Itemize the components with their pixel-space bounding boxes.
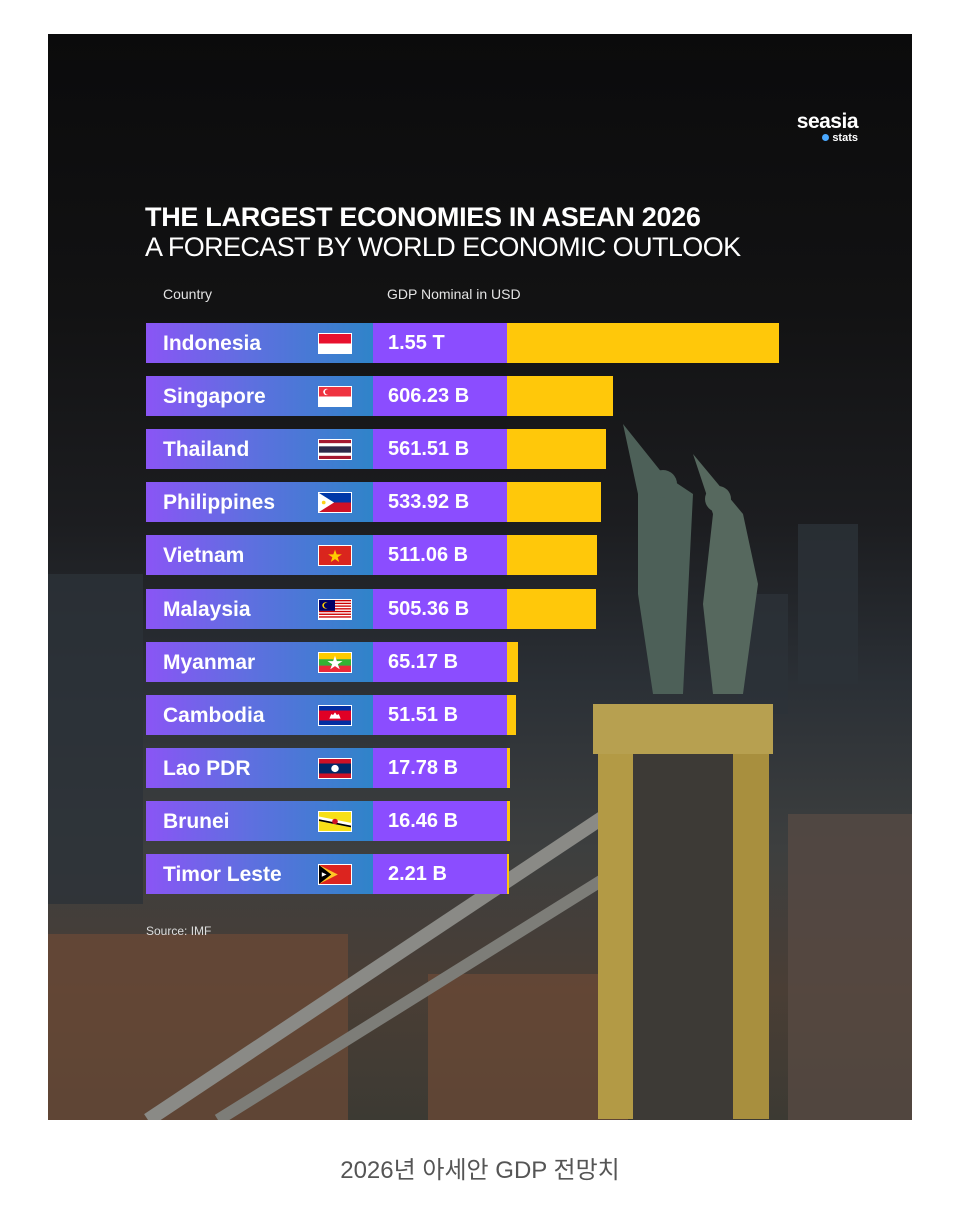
country-label: Vietnam: [163, 544, 245, 568]
value-label: 16.46 B: [388, 809, 459, 832]
image-caption: 2026년 아세안 GDP 전망치: [340, 1157, 620, 1184]
country-cell: Singapore: [146, 376, 373, 417]
logo-sub: stats: [797, 132, 858, 144]
highway-illustration: [144, 808, 628, 1120]
country-label: Myanmar: [163, 650, 256, 674]
gdp-bar: [507, 641, 519, 682]
malaysia-flag-icon: [318, 598, 352, 620]
value-label: 2.21 B: [388, 863, 447, 885]
gdp-bar: [507, 429, 606, 470]
gdp-bar: [507, 747, 511, 788]
country-cell: Brunei: [146, 800, 373, 841]
country-label: Lao PDR: [163, 756, 251, 780]
cambodia-flag-icon: [318, 704, 352, 726]
source-note: Source: IMF: [146, 924, 212, 938]
country-label: Brunei: [163, 809, 230, 833]
indonesia-flag-icon: [318, 333, 352, 354]
brunei-flag-icon: [318, 810, 352, 832]
value-label: 511.06 B: [388, 544, 469, 567]
gdp-bar: [507, 323, 780, 363]
country-cell: Timor Leste: [146, 854, 373, 894]
value-label: 51.51 B: [388, 703, 459, 726]
background-building: [48, 574, 143, 904]
value-cell: 16.46 B: [373, 800, 507, 841]
timor-leste-flag-icon: [318, 864, 352, 885]
philippines-flag-icon: [318, 492, 352, 514]
value-cell: 533.92 B: [373, 482, 507, 523]
infographic: seasia stats THE LARGEST ECONOMIES IN AS…: [48, 34, 912, 1120]
country-cell: Malaysia: [146, 588, 373, 629]
value-cell: 51.51 B: [373, 694, 507, 735]
value-label: 505.36 B: [388, 597, 470, 620]
country-cell: Myanmar: [146, 641, 373, 682]
country-label: Timor Leste: [163, 863, 282, 886]
value-cell: 606.23 B: [373, 376, 507, 417]
gdp-bar: [507, 588, 596, 629]
vietnam-flag-icon: [318, 545, 352, 567]
chart-subtitle: A FORECAST BY WORLD ECONOMIC OUTLOOK: [145, 232, 741, 262]
gdp-bar: [507, 482, 601, 523]
country-label: Malaysia: [163, 597, 251, 621]
gdp-bar: [507, 376, 614, 417]
singapore-flag-icon: [318, 386, 352, 408]
value-label: 1.55 T: [388, 332, 445, 354]
value-cell: 65.17 B: [373, 641, 507, 682]
gdp-bar: [507, 694, 517, 735]
country-label: Philippines: [163, 491, 276, 515]
value-cell: 17.78 B: [373, 747, 507, 788]
country-cell: Indonesia: [146, 323, 373, 363]
column-header-country: Country: [163, 286, 213, 302]
value-label: 65.17 B: [388, 650, 459, 673]
value-label: 561.51 B: [388, 438, 470, 461]
country-cell: Vietnam: [146, 535, 373, 576]
column-header-gdp: GDP Nominal in USD: [387, 286, 521, 302]
gdp-bar: [507, 535, 597, 576]
country-cell: Lao PDR: [146, 747, 373, 788]
country-label: Singapore: [163, 385, 266, 409]
logo-brand: seasia: [796, 110, 859, 133]
country-label: Indonesia: [163, 332, 262, 355]
laos-flag-icon: [318, 757, 352, 779]
dot-icon: [822, 134, 830, 141]
myanmar-flag-icon: [318, 651, 352, 673]
gdp-bar: [507, 800, 510, 841]
value-label: 533.92 B: [388, 491, 470, 514]
chart-title: THE LARGEST ECONOMIES IN ASEAN 2026: [145, 202, 701, 232]
value-cell: 561.51 B: [373, 429, 507, 470]
value-label: 17.78 B: [388, 756, 459, 779]
background-rooftops: [428, 974, 628, 1120]
background-rooftops: [788, 814, 912, 1120]
value-cell: 511.06 B: [373, 535, 507, 576]
country-cell: Philippines: [146, 482, 373, 523]
value-cell: 1.55 T: [373, 323, 507, 363]
country-cell: Thailand: [146, 429, 373, 470]
logo-sub-text: stats: [832, 132, 858, 144]
value-cell: 505.36 B: [373, 588, 507, 629]
background-building: [798, 524, 858, 684]
monument-illustration: [593, 424, 773, 1120]
value-cell: 2.21 B: [373, 854, 507, 894]
country-label: Thailand: [163, 438, 250, 462]
country-label: Cambodia: [163, 703, 265, 727]
seasia-stats-logo: seasia stats: [796, 110, 859, 144]
country-cell: Cambodia: [146, 694, 373, 735]
value-label: 606.23 B: [388, 385, 470, 408]
thailand-flag-icon: [318, 439, 352, 461]
gdp-bar: [507, 854, 509, 894]
